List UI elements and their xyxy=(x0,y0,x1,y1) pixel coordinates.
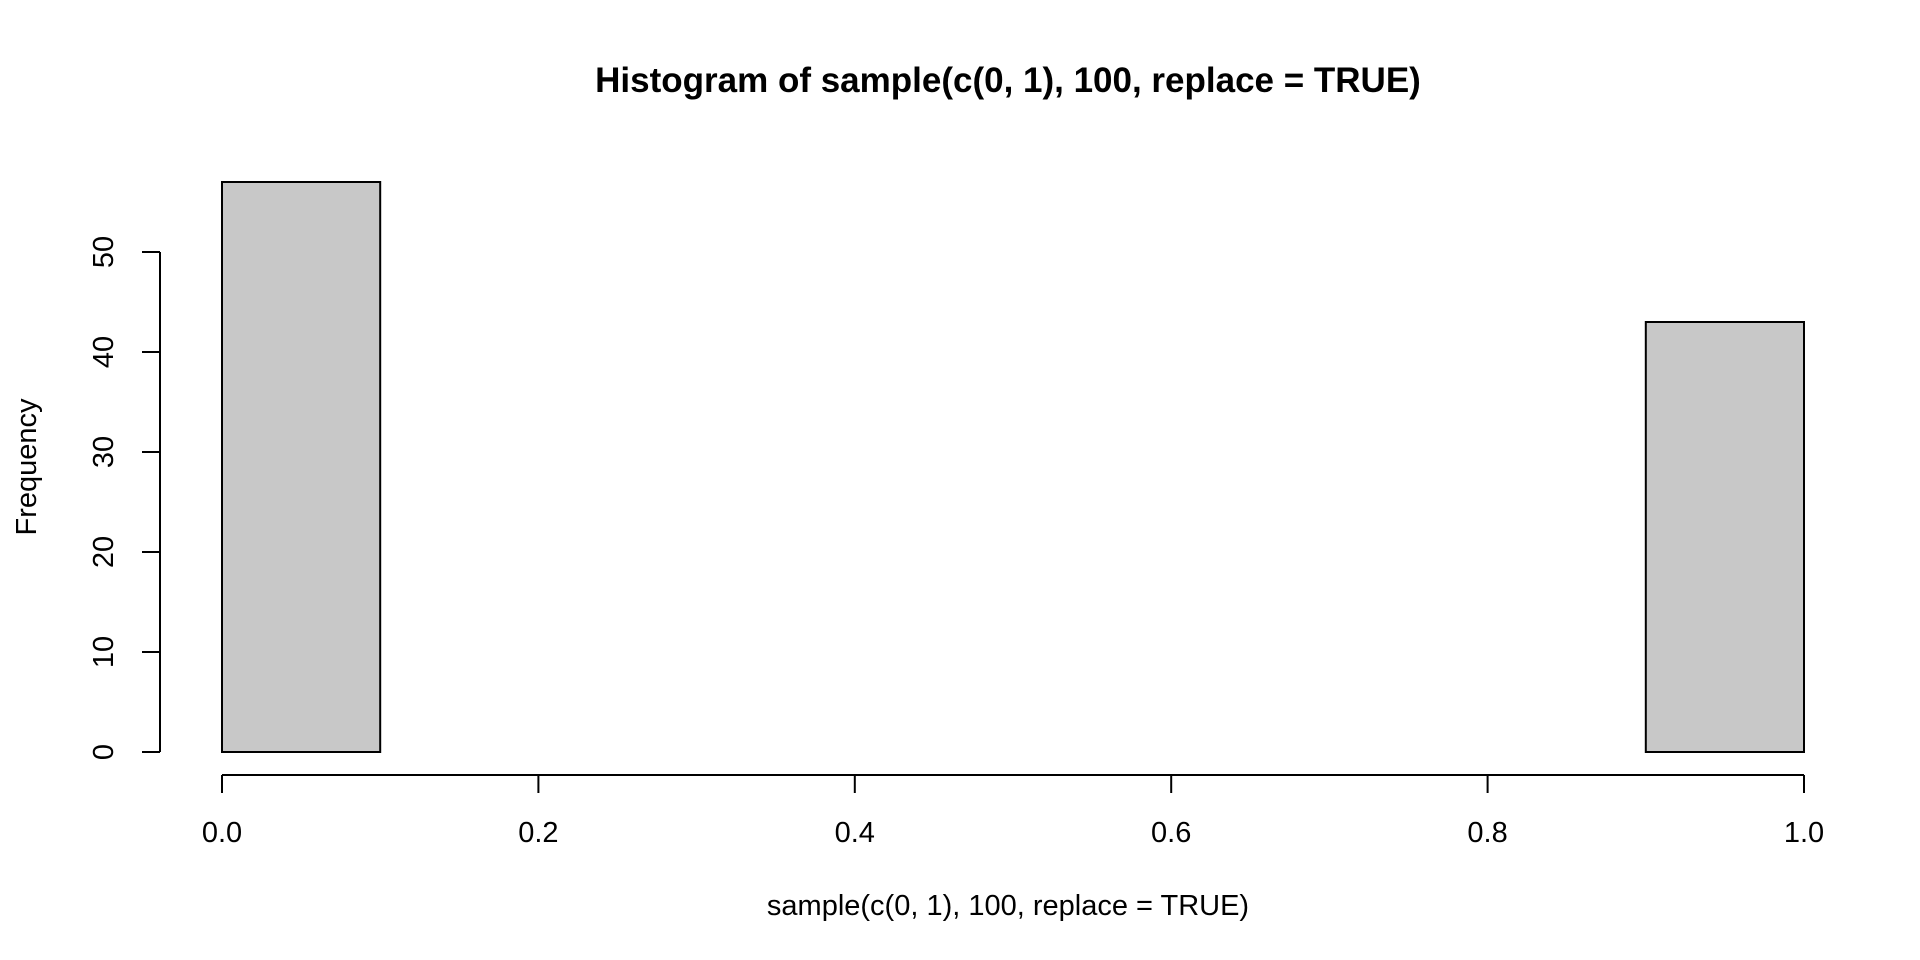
histogram-bar xyxy=(221,181,382,753)
histogram-bar xyxy=(1644,321,1806,753)
y-axis: 0 10 20 30 40 50 xyxy=(88,236,161,760)
y-tick-label: 10 xyxy=(88,636,120,668)
y-axis-label: Frequency xyxy=(11,398,43,536)
chart-title: Histogram of sample(c(0, 1), 100, replac… xyxy=(595,61,1421,100)
x-tick-label: 1.0 xyxy=(1784,817,1824,849)
y-tick-label: 30 xyxy=(88,436,120,468)
x-tick-label: 0.0 xyxy=(202,817,242,849)
y-tick-label: 0 xyxy=(88,744,120,760)
x-axis: 0.0 0.2 0.4 0.6 0.8 1.0 xyxy=(202,774,1824,849)
x-tick-label: 0.6 xyxy=(1151,817,1191,849)
bars-group xyxy=(221,181,1806,753)
x-tick-label: 0.4 xyxy=(835,817,875,849)
x-axis-label: sample(c(0, 1), 100, replace = TRUE) xyxy=(767,890,1249,922)
x-tick-label: 0.8 xyxy=(1467,817,1507,849)
y-tick-label: 50 xyxy=(88,236,120,268)
x-tick-label: 0.2 xyxy=(518,817,558,849)
y-tick-label: 20 xyxy=(88,536,120,568)
y-tick-label: 40 xyxy=(88,336,120,368)
